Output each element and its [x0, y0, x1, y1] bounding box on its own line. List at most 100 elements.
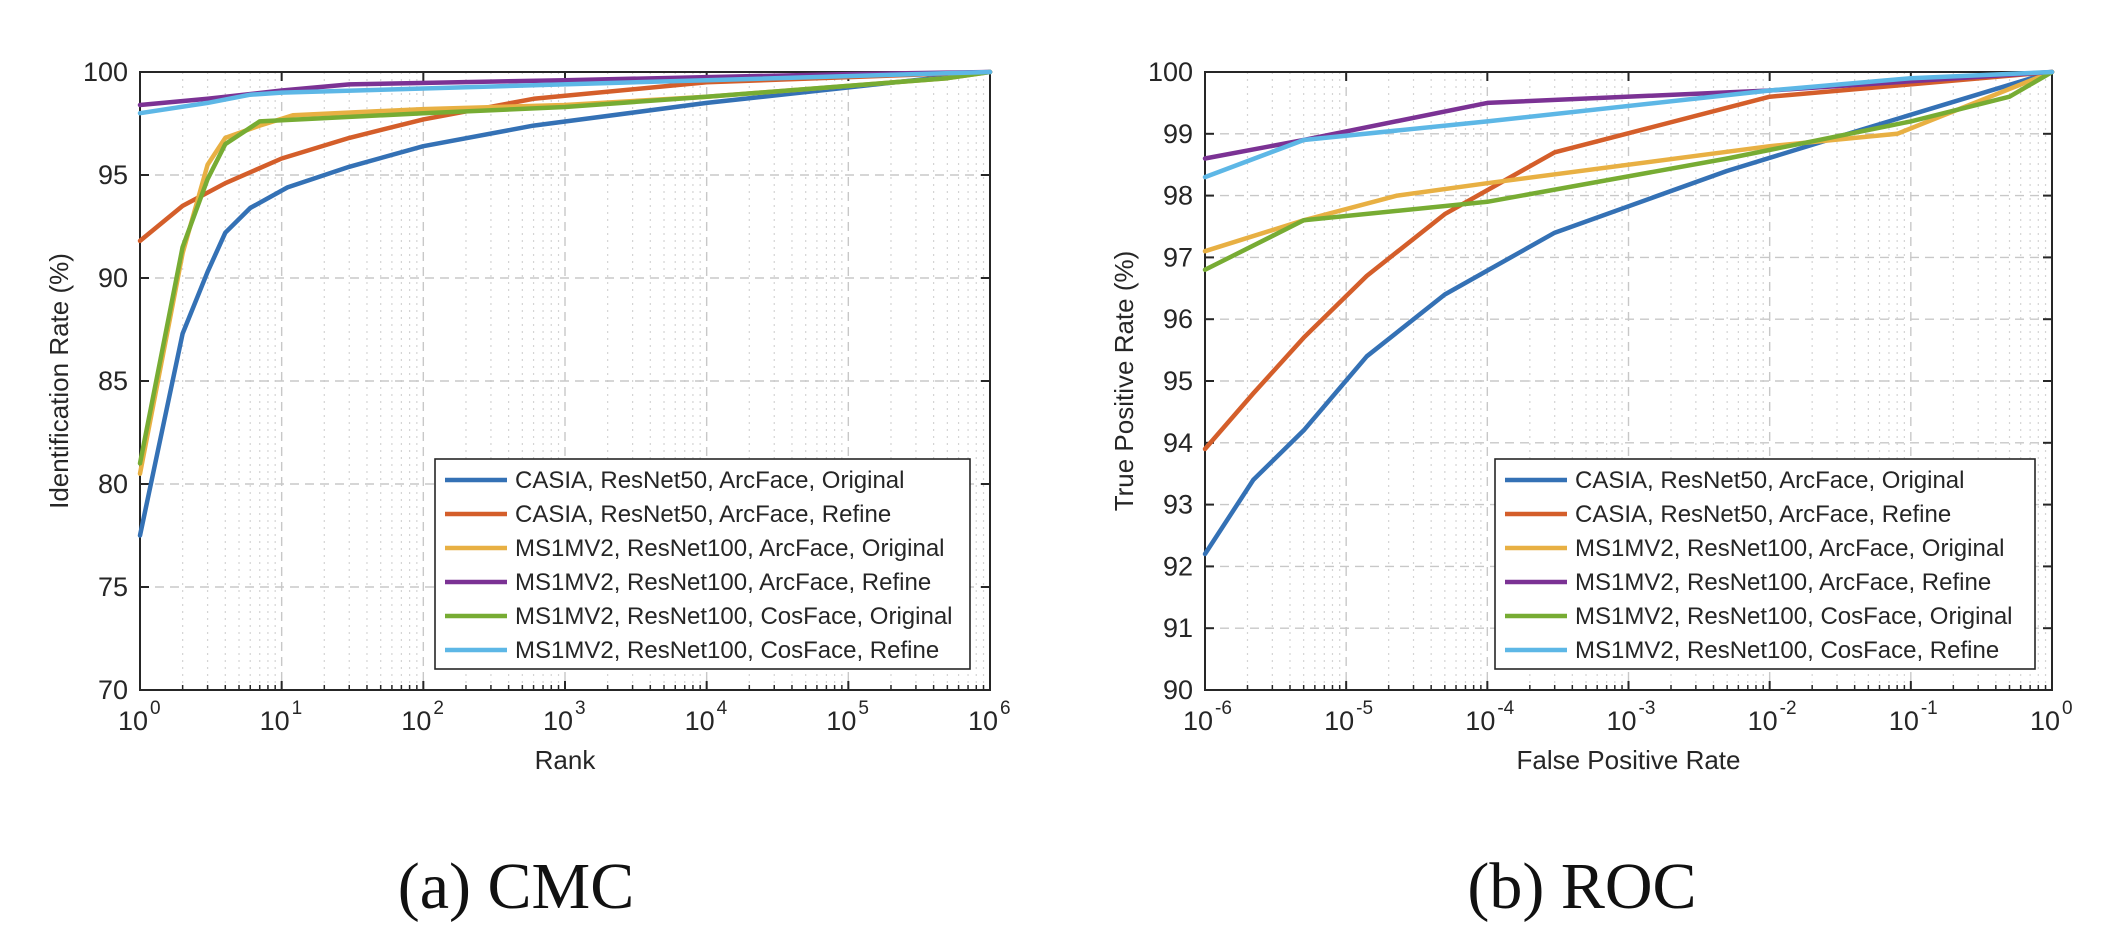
x-tick-label-base: 10 — [260, 706, 290, 736]
x-tick-label: 10 -4 — [1465, 698, 1514, 736]
legend-item: CASIA, ResNet50, ArcFace, Refine — [445, 501, 891, 528]
legend-label: CASIA, ResNet50, ArcFace, Original — [1575, 467, 1964, 494]
legend-label: MS1MV2, ResNet100, CosFace, Original — [1575, 603, 2013, 630]
x-tick-label-base: 10 — [401, 706, 431, 736]
legend-label: MS1MV2, ResNet100, ArcFace, Original — [1575, 535, 2005, 562]
x-tick-label-exponent: 0 — [150, 698, 161, 719]
y-tick-label: 93 — [1163, 490, 1193, 520]
x-tick-label: 10 -2 — [1748, 698, 1797, 736]
x-tick-label: 10 -6 — [1183, 698, 1232, 736]
legend-label: CASIA, ResNet50, ArcFace, Original — [515, 467, 904, 494]
legend-item: CASIA, ResNet50, ArcFace, Original — [445, 467, 904, 494]
x-tick-label: 10 6 — [968, 698, 1011, 736]
x-tick-label: 10 3 — [543, 698, 586, 736]
x-tick-label-exponent: -4 — [1497, 698, 1514, 719]
y-tick-label: 85 — [98, 366, 128, 396]
x-tick-label-base: 10 — [968, 706, 998, 736]
x-tick-label-base: 10 — [1183, 706, 1213, 736]
x-tick-label-exponent: -2 — [1780, 698, 1797, 719]
x-tick-label-base: 10 — [685, 706, 715, 736]
y-tick-label: 70 — [98, 675, 128, 705]
legend-item: MS1MV2, ResNet100, CosFace, Refine — [445, 637, 939, 664]
series-line-1 — [1202, 69, 2055, 452]
x-axis-label: False Positive Rate — [1517, 745, 1741, 775]
x-tick-label-base: 10 — [1889, 706, 1919, 736]
y-tick-label: 99 — [1163, 119, 1193, 149]
y-axis-label: Identification Rate (%) — [44, 253, 74, 509]
x-tick-label: 10 0 — [2030, 698, 2073, 736]
x-tick-label: 10 4 — [685, 698, 728, 736]
y-tick-label: 90 — [1163, 675, 1193, 705]
legend-label: MS1MV2, ResNet100, CosFace, Refine — [515, 637, 939, 664]
legend-item: MS1MV2, ResNet100, ArcFace, Original — [445, 535, 945, 562]
chart-caption: (a) CMC — [398, 850, 634, 923]
x-tick-label: 10 1 — [260, 698, 303, 736]
legend-label: MS1MV2, ResNet100, CosFace, Original — [515, 603, 953, 630]
grid — [139, 71, 991, 691]
y-tick-label: 94 — [1163, 428, 1193, 458]
x-tick-label-base: 10 — [118, 706, 148, 736]
chart-caption: (b) ROC — [1467, 850, 1696, 923]
legend-label: CASIA, ResNet50, ArcFace, Refine — [1575, 501, 1951, 528]
legend-label: MS1MV2, ResNet100, CosFace, Refine — [1575, 637, 1999, 664]
series-lines — [1202, 69, 2055, 557]
legend-item: MS1MV2, ResNet100, CosFace, Refine — [1505, 637, 1999, 664]
x-tick-label: 10 -5 — [1324, 698, 1373, 736]
x-tick-label-base: 10 — [543, 706, 573, 736]
y-tick-label: 100 — [83, 57, 128, 87]
legend-item: CASIA, ResNet50, ArcFace, Refine — [1505, 501, 1951, 528]
y-tick-label: 75 — [98, 572, 128, 602]
legend-label: MS1MV2, ResNet100, ArcFace, Original — [515, 535, 945, 562]
y-tick-label: 96 — [1163, 304, 1193, 334]
y-tick-label: 97 — [1163, 242, 1193, 272]
y-tick-label: 90 — [98, 263, 128, 293]
x-tick-label: 10 -1 — [1889, 698, 1938, 736]
legend-item: MS1MV2, ResNet100, CosFace, Original — [1505, 603, 2013, 630]
x-tick-label-exponent: 0 — [2062, 698, 2073, 719]
legend-item: MS1MV2, ResNet100, ArcFace, Refine — [1505, 569, 1991, 596]
legend: CASIA, ResNet50, ArcFace, Original CASIA,… — [1494, 458, 2036, 670]
x-tick-label-base: 10 — [1324, 706, 1354, 736]
legend: CASIA, ResNet50, ArcFace, Original CASIA,… — [434, 458, 971, 670]
x-tick-label-base: 10 — [1465, 706, 1495, 736]
series-line-5 — [137, 69, 993, 116]
x-tick-label-exponent: -5 — [1356, 698, 1373, 719]
y-tick-label: 95 — [98, 160, 128, 190]
x-tick-label-exponent: -6 — [1215, 698, 1232, 719]
x-tick-label-exponent: 1 — [292, 698, 303, 719]
y-tick-label: 92 — [1163, 551, 1193, 581]
y-tick-label: 98 — [1163, 181, 1193, 211]
legend-item: MS1MV2, ResNet100, ArcFace, Original — [1505, 535, 2005, 562]
y-axis-label: True Positive Rate (%) — [1109, 251, 1139, 512]
x-tick-label-base: 10 — [1606, 706, 1636, 736]
x-tick-label-base: 10 — [826, 706, 856, 736]
legend-label: MS1MV2, ResNet100, ArcFace, Refine — [1575, 569, 1991, 596]
y-tick-label: 95 — [1163, 366, 1193, 396]
legend-item: MS1MV2, ResNet100, ArcFace, Refine — [445, 569, 931, 596]
x-tick-label: 10 5 — [826, 698, 869, 736]
x-tick-label-exponent: 6 — [1000, 698, 1011, 719]
x-tick-label-exponent: -3 — [1639, 698, 1656, 719]
legend-label: CASIA, ResNet50, ArcFace, Refine — [515, 501, 891, 528]
legend-label: MS1MV2, ResNet100, ArcFace, Refine — [515, 569, 931, 596]
legend-box — [1494, 458, 2036, 670]
legend-item: MS1MV2, ResNet100, CosFace, Original — [445, 603, 953, 630]
x-axis-label: Rank — [535, 745, 597, 775]
series-line-5 — [1202, 69, 2055, 180]
x-tick-label: 10 2 — [401, 698, 444, 736]
y-tick-label: 80 — [98, 469, 128, 499]
series-line-4 — [1202, 69, 2055, 273]
x-tick-label: 10 -3 — [1606, 698, 1655, 736]
legend-box — [434, 458, 971, 670]
series-line-0 — [137, 69, 993, 538]
x-tick-label-exponent: 3 — [575, 698, 586, 719]
legend-item: CASIA, ResNet50, ArcFace, Original — [1505, 467, 1964, 494]
x-tick-label-base: 10 — [1748, 706, 1778, 736]
x-tick-label-exponent: -1 — [1921, 698, 1938, 719]
y-tick-label: 91 — [1163, 613, 1193, 643]
y-tick-label: 100 — [1148, 57, 1193, 87]
x-tick-label-exponent: 2 — [433, 698, 444, 719]
x-tick-label-exponent: 4 — [717, 698, 728, 719]
